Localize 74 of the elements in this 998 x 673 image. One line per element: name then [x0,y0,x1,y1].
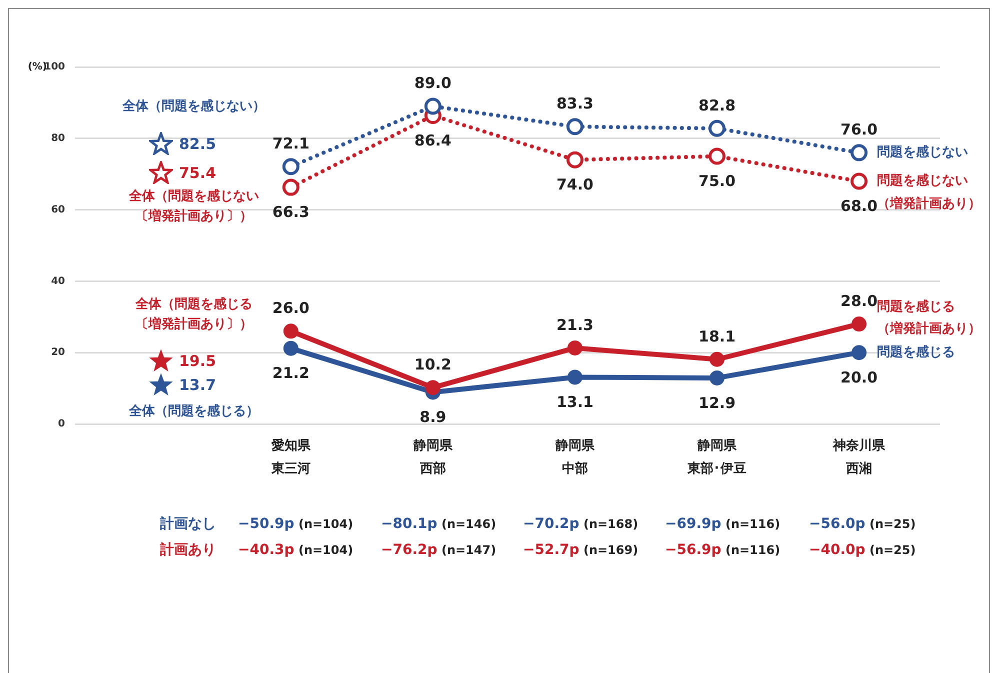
data-label: 28.0 [840,292,878,310]
text: 13.7 [179,376,216,394]
data-label: 21.3 [556,316,594,334]
data-label: 21.2 [272,364,310,382]
data-label: 18.1 [698,327,736,346]
text: −50.9p (n=104) [238,516,354,532]
point [424,98,442,115]
data-label: 76.0 [840,120,878,139]
point [850,144,868,162]
text: −40.3p (n=104) [238,542,354,558]
point [425,380,440,396]
annotation: 全体（問題を感じない） [122,98,266,116]
text: −70.2p (n=168) [523,516,638,532]
y-axis-title: (%) [28,62,47,73]
series-label: 問題を感じる（増発計画あり） [877,298,982,336]
annotation: 全体（問題を感じない〔増発計画あり〕） [129,189,259,224]
data-label: 83.3 [556,94,594,113]
x-tick-label: 神奈川県西湘 [832,437,886,476]
text: 75.4 [179,164,216,182]
text: −80.1p (n=146) [381,516,496,532]
point [708,120,726,137]
point [708,148,726,165]
annotation: 全体（問題を感じる〔増発計画あり〕） [136,297,252,332]
point [566,118,584,136]
data-label: 89.0 [414,74,452,92]
point [283,340,298,356]
data-label: 75.0 [698,172,736,190]
annotation: 全体（問題を感じる） [128,403,260,421]
data-label: 10.2 [414,355,452,374]
point [567,370,582,385]
data-label: 20.0 [840,368,878,386]
x-tick-label: 静岡県西部 [412,438,454,476]
x-tick-label: 愛知県東三河 [270,437,312,476]
text: 82.5 [179,134,216,152]
text: 計画あり [160,542,216,558]
data-label: 74.0 [556,176,594,194]
y-tick-label: 0 [58,418,66,430]
data-label: 12.9 [698,394,736,412]
point [567,340,582,356]
y-tick-label: 40 [51,276,66,287]
data-label: 26.0 [272,299,310,318]
point [283,324,298,339]
text: 計画なし [160,516,216,532]
text: −40.0p (n=25) [809,542,916,558]
text: −52.7p (n=169) [523,542,638,558]
text: −56.0p (n=25) [809,516,916,532]
point [850,172,868,190]
data-label: 8.9 [420,408,446,426]
point [566,151,584,168]
data-label: 13.1 [556,393,594,412]
point [710,370,725,386]
x-tick-label: 静岡県東部･伊豆 [686,438,747,476]
data-label: 72.1 [272,134,310,152]
point [282,158,300,176]
point [852,316,867,332]
data-label: 68.0 [840,197,878,216]
x-tick-label: 静岡県中部 [554,438,596,476]
point [852,345,867,360]
point [710,352,725,367]
y-tick-label: 80 [51,132,66,144]
point [282,178,300,196]
series-label: 問題を感じない（増発計画あり） [877,172,982,212]
y-tick-label: 100 [44,62,66,73]
text: 19.5 [179,352,216,370]
data-label: 86.4 [414,131,452,150]
y-tick-label: 20 [51,347,66,358]
series-label: 問題を感じる [877,344,956,360]
text: −69.9p (n=116) [665,516,780,532]
text: −56.9p (n=116) [665,542,780,558]
data-label: 66.3 [272,203,310,222]
series-label: 問題を感じない [877,144,968,160]
text: −76.2p (n=147) [381,542,496,558]
y-tick-label: 60 [51,204,66,216]
data-label: 82.8 [698,96,736,114]
